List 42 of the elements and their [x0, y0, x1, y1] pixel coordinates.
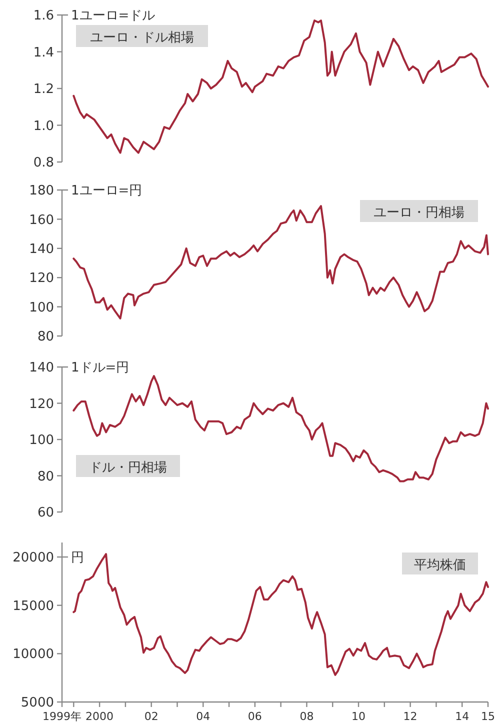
x-tick-label: 12	[403, 710, 418, 723]
y-tick-label: 5000	[20, 696, 54, 711]
text: 平均株価	[414, 558, 466, 574]
y-tick-label: 1.2	[33, 82, 54, 98]
x-tick-label: 04	[196, 710, 210, 723]
y-tick-label: 10000	[12, 647, 54, 662]
x-tick-label: 2000	[86, 710, 114, 723]
y-axis-title: 円	[71, 550, 84, 566]
y-axis-title: 1ユーロ=円	[71, 184, 142, 199]
x-tick-label: 10	[352, 710, 366, 723]
y-tick-label: 1.0	[33, 118, 54, 134]
y-tick-label: 0.8	[33, 156, 54, 171]
y-axis-title: 1ユーロ=ドル	[71, 8, 156, 24]
text: ユーロ・円相場	[374, 206, 464, 221]
y-tick-label: 80	[37, 330, 54, 345]
y-tick-label: 100	[29, 300, 54, 316]
x-tick-label: 14	[455, 710, 470, 723]
y-tick-label: 60	[37, 506, 54, 521]
y-tick-label: 120	[29, 396, 54, 412]
y-tick-label: 1.6	[33, 8, 54, 24]
y-tick-label: 20000	[12, 550, 54, 566]
line-series	[72, 553, 489, 676]
x-tick-label: 08	[300, 710, 314, 723]
x-tick-label: 06	[248, 710, 262, 723]
y-tick-label: 120	[29, 271, 54, 286]
x-tick-label: 1999年	[42, 710, 82, 723]
y-tick-label: 1.4	[33, 45, 54, 60]
y-tick-label: 180	[29, 184, 54, 199]
y-axis-title: 1ドル=円	[71, 360, 130, 376]
text: ユーロ・ドル相場	[90, 30, 194, 46]
y-tick-label: 100	[29, 433, 54, 448]
y-tick-label: 80	[37, 469, 54, 484]
y-tick-label: 160	[29, 212, 54, 228]
text: ドル・円相場	[89, 460, 167, 476]
line-series	[72, 375, 489, 482]
y-tick-label: 15000	[12, 598, 54, 614]
y-tick-label: 140	[29, 242, 54, 257]
y-tick-label: 140	[29, 360, 54, 376]
line-series	[72, 205, 489, 320]
line-series	[72, 20, 489, 154]
x-tick-label: 02	[144, 710, 158, 723]
x-tick-label: 15	[481, 710, 495, 723]
